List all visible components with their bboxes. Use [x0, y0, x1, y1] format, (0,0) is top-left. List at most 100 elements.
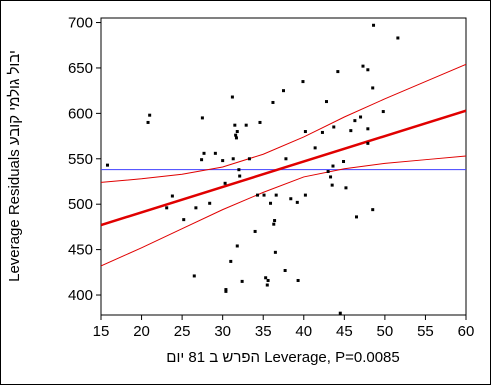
data-point	[326, 169, 330, 173]
y-tick-label: 400	[68, 287, 93, 304]
data-point	[396, 36, 400, 40]
x-tick-label: 45	[336, 323, 353, 340]
data-point	[324, 100, 328, 104]
data-point	[256, 193, 260, 197]
data-point	[200, 116, 204, 120]
data-point	[289, 197, 293, 201]
data-point	[332, 125, 336, 129]
data-point	[355, 215, 358, 219]
y-tick-label: 450	[68, 242, 93, 259]
x-tick-label: 40	[295, 323, 312, 340]
data-point	[303, 130, 307, 134]
data-point	[371, 208, 375, 212]
data-point	[283, 268, 287, 272]
data-point	[284, 157, 288, 161]
data-point	[258, 120, 262, 124]
x-tick-label: 60	[458, 323, 475, 340]
x-tick-label: 20	[133, 323, 150, 340]
data-point	[342, 160, 346, 164]
y-tick-label: 650	[68, 60, 93, 77]
data-point	[359, 115, 363, 119]
fit-line	[101, 109, 466, 227]
y-tick-label: 700	[68, 15, 93, 32]
data-point	[234, 136, 238, 140]
data-point	[366, 68, 370, 72]
data-point	[165, 206, 169, 210]
data-point	[221, 159, 225, 163]
data-point	[233, 123, 237, 127]
data-point	[282, 89, 285, 93]
x-tick-label: 30	[214, 323, 231, 340]
data-point	[329, 175, 333, 179]
y-tick-label: 550	[68, 151, 93, 168]
data-point	[208, 201, 212, 205]
data-point	[192, 274, 196, 278]
data-point	[273, 250, 277, 254]
data-point	[170, 194, 174, 198]
data-point	[372, 23, 376, 27]
data-point	[266, 278, 270, 282]
data-point	[235, 244, 239, 248]
data-point	[273, 219, 277, 223]
data-point	[381, 110, 385, 114]
plot-area	[100, 17, 467, 316]
x-axis-label: הפרש ב 81 יום Leverage, P=0.0085	[166, 349, 399, 366]
data-point	[336, 70, 340, 74]
data-point	[182, 218, 186, 222]
data-point	[105, 163, 109, 167]
data-point	[349, 129, 353, 133]
data-point	[296, 278, 300, 282]
data-point	[271, 100, 275, 104]
data-point	[344, 186, 348, 190]
data-point	[202, 151, 206, 155]
data-point	[295, 200, 299, 204]
data-point	[224, 288, 228, 292]
data-point	[247, 157, 251, 161]
data-point	[338, 311, 342, 315]
x-tick-label: 25	[174, 323, 191, 340]
data-point	[313, 146, 317, 150]
data-point	[272, 222, 276, 226]
data-point	[230, 95, 234, 99]
data-point	[366, 127, 370, 131]
data-point	[223, 181, 227, 185]
data-point	[231, 157, 235, 161]
data-point	[331, 164, 335, 168]
x-tick-label: 35	[255, 323, 272, 340]
data-point	[213, 151, 217, 155]
data-point	[269, 201, 273, 205]
data-point	[235, 130, 239, 134]
data-point	[330, 183, 334, 187]
data-point	[320, 130, 324, 134]
confidence-lower-curve	[101, 155, 466, 267]
data-point	[194, 206, 198, 210]
confidence-upper-curve	[101, 63, 466, 183]
data-point	[265, 283, 269, 287]
data-point	[371, 86, 375, 90]
data-point	[366, 141, 370, 145]
data-point	[244, 123, 248, 127]
data-point	[240, 279, 244, 283]
data-point	[224, 289, 228, 293]
x-tick-label: 50	[377, 323, 394, 340]
data-point	[361, 64, 365, 68]
data-point	[353, 119, 357, 123]
y-axis-label: Leverage Residuals יבול גולמי קובע	[6, 50, 23, 282]
data-point	[229, 259, 233, 263]
x-tick-label: 55	[417, 323, 434, 340]
data-point	[262, 193, 266, 197]
data-point	[301, 80, 305, 84]
data-point	[303, 193, 307, 197]
y-tick-label: 500	[68, 196, 93, 213]
data-point	[253, 229, 257, 233]
data-point	[146, 120, 150, 124]
data-point	[274, 193, 278, 197]
data-point	[238, 174, 242, 178]
y-tick-label: 600	[68, 105, 93, 122]
data-point	[200, 158, 204, 162]
data-point	[264, 276, 268, 280]
data-point	[234, 133, 238, 137]
data-point	[237, 168, 241, 172]
data-point	[148, 113, 152, 117]
